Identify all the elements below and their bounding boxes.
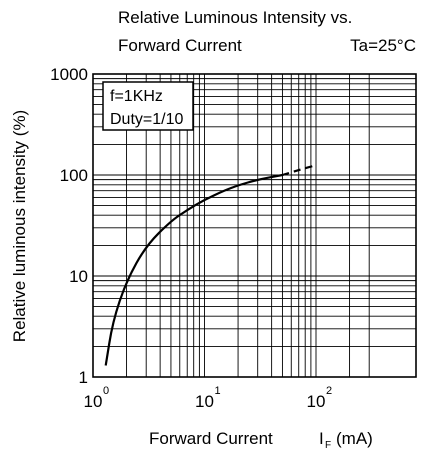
y-tick-label: 1000 [50,65,88,84]
horizontal-gridlines [93,78,416,348]
x-tick-label: 10 [84,392,103,411]
luminosity-curve [104,173,284,366]
plot-frame [92,73,417,378]
legend-frequency: f=1KHz [110,88,163,105]
temperature-condition: Ta=25°C [350,36,416,55]
x-tick-label: 10 [195,392,214,411]
y-tick-label: 10 [69,267,88,286]
x-tick-exponent: 0 [103,385,109,397]
legend-frame [102,81,194,131]
x-axis-subscript: F [325,440,331,451]
x-tick-exponent: 1 [215,385,221,397]
extrapolated-curve [282,164,318,177]
chart-title: Relative Luminous Intensity vs. [118,8,352,27]
y-tick-labels: 1 10 100 1000 [50,65,88,387]
series-layer [104,164,318,366]
legend-duty: Duty=1/10 [110,111,183,128]
y-tick-label: 100 [60,166,88,185]
legend-box: f=1KHz Duty=1/10 [102,81,194,131]
x-axis-label-text: Forward Current [149,429,273,448]
x-axis-unit: (mA) [336,429,373,448]
x-tick-exponent: 2 [326,385,332,397]
chart-title-line2: Forward Current [118,36,242,55]
y-axis-label: Relative luminous intensity (%) [10,110,29,342]
x-axis-symbol: I [319,429,324,448]
y-tick-label: 1 [79,368,88,387]
x-axis-label: Forward Current I F (mA) [149,429,373,451]
x-tick-label: 10 [307,392,326,411]
